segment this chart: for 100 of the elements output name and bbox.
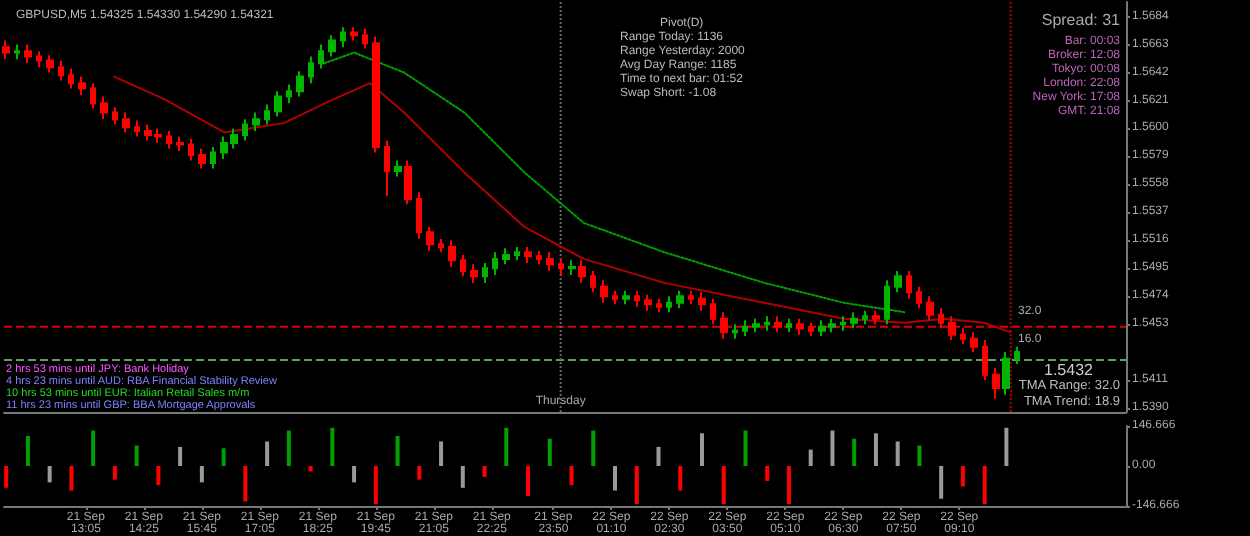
candlestick bbox=[36, 50, 42, 69]
bar bbox=[526, 466, 531, 496]
candlestick bbox=[58, 59, 64, 82]
bar bbox=[982, 466, 987, 505]
bar bbox=[830, 430, 835, 466]
candlestick bbox=[938, 307, 944, 330]
bar bbox=[939, 466, 944, 499]
candlestick bbox=[906, 269, 912, 300]
bar bbox=[656, 446, 661, 466]
bar bbox=[47, 466, 52, 483]
candlestick bbox=[644, 293, 652, 312]
candlestick bbox=[100, 95, 108, 121]
bar bbox=[91, 430, 96, 466]
candlestick bbox=[764, 315, 770, 332]
bar bbox=[482, 466, 487, 477]
candlestick bbox=[296, 70, 304, 98]
candlestick bbox=[786, 317, 792, 334]
bar bbox=[4, 466, 9, 488]
candlestick bbox=[884, 279, 890, 326]
candlestick bbox=[558, 257, 564, 276]
candlestick bbox=[350, 26, 358, 42]
candlestick bbox=[340, 26, 346, 49]
candlestick bbox=[634, 289, 640, 308]
candlestick bbox=[492, 251, 498, 276]
candlestick bbox=[176, 135, 184, 153]
candlestick bbox=[242, 118, 248, 142]
candlestick bbox=[960, 327, 966, 346]
candlestick bbox=[2, 39, 10, 61]
candlestick bbox=[970, 331, 978, 354]
candlestick bbox=[656, 297, 662, 314]
candlestick bbox=[404, 159, 412, 206]
candlestick bbox=[264, 103, 270, 126]
candlestick bbox=[1014, 345, 1020, 366]
bar bbox=[417, 466, 422, 480]
candlestick bbox=[926, 295, 934, 322]
bar bbox=[699, 433, 704, 466]
bar bbox=[1004, 427, 1009, 466]
candlestick bbox=[460, 253, 466, 278]
candlestick bbox=[308, 55, 314, 85]
bar bbox=[808, 449, 813, 466]
candlestick bbox=[448, 239, 456, 268]
bar bbox=[591, 430, 596, 466]
candlestick bbox=[622, 289, 630, 306]
bar bbox=[156, 466, 161, 486]
candlestick bbox=[578, 259, 586, 284]
bar bbox=[786, 466, 791, 505]
candlestick bbox=[698, 291, 706, 312]
candlestick bbox=[796, 317, 804, 336]
candlestick bbox=[710, 297, 716, 326]
bar bbox=[330, 427, 335, 466]
candlestick bbox=[394, 159, 402, 178]
candlestick bbox=[112, 106, 118, 126]
candlestick bbox=[384, 139, 390, 198]
candlestick bbox=[590, 269, 596, 294]
candlestick bbox=[732, 323, 738, 340]
candlestick bbox=[416, 191, 422, 240]
candlestick bbox=[774, 315, 782, 334]
bar bbox=[960, 466, 965, 487]
candlestick bbox=[752, 317, 760, 334]
candlestick bbox=[666, 295, 672, 314]
candlestick bbox=[14, 43, 20, 61]
bar bbox=[221, 448, 226, 466]
candlestick bbox=[600, 279, 608, 304]
candlestick bbox=[90, 82, 96, 110]
candlestick bbox=[426, 225, 434, 252]
bar bbox=[395, 436, 400, 466]
candlestick bbox=[372, 35, 380, 154]
bar bbox=[69, 466, 74, 491]
candlestick bbox=[612, 289, 618, 306]
bar bbox=[352, 466, 357, 483]
bar bbox=[265, 441, 270, 466]
candlestick bbox=[850, 311, 858, 330]
candlestick bbox=[916, 285, 922, 310]
candlestick bbox=[862, 309, 868, 326]
candlestick bbox=[872, 309, 880, 326]
candlestick bbox=[78, 75, 86, 97]
candlestick bbox=[210, 146, 216, 170]
candlestick bbox=[568, 259, 576, 276]
candlestick bbox=[286, 83, 292, 105]
candlestick bbox=[502, 247, 510, 266]
bar bbox=[613, 466, 618, 491]
bar bbox=[308, 466, 313, 472]
candlestick bbox=[536, 249, 542, 266]
candlestick bbox=[992, 367, 1000, 400]
annotation: 1.5432 bbox=[1044, 361, 1095, 379]
bar bbox=[286, 430, 291, 466]
candlestick bbox=[808, 321, 814, 338]
candlestick bbox=[46, 54, 54, 74]
candlestick bbox=[470, 263, 478, 284]
candlestick bbox=[1002, 351, 1010, 396]
bar bbox=[178, 446, 183, 466]
bar bbox=[439, 441, 444, 466]
candlestick bbox=[122, 111, 130, 134]
candlestick bbox=[720, 311, 728, 340]
candlestick bbox=[688, 289, 694, 306]
bar bbox=[678, 466, 683, 491]
annotation: Spread: 31 bbox=[1041, 11, 1122, 29]
candlestick bbox=[742, 319, 748, 338]
bar bbox=[634, 466, 639, 505]
candlestick bbox=[318, 43, 324, 70]
